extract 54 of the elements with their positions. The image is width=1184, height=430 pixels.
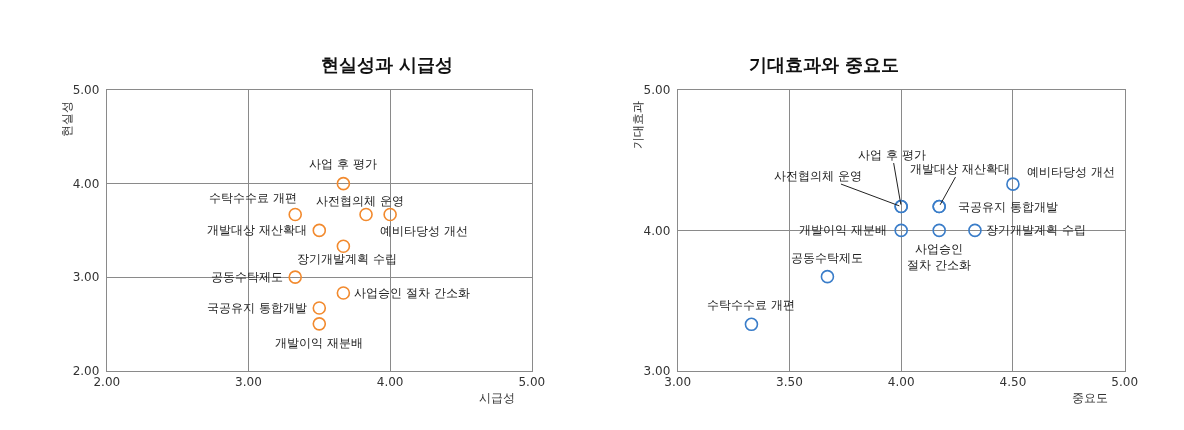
- point: [744, 317, 759, 332]
- point: [288, 270, 303, 284]
- series-label: 사업 후 평가: [309, 157, 377, 171]
- point: [820, 269, 835, 284]
- text: 개발대상 재산확대: [910, 162, 1010, 176]
- x-tick-label: 4.00: [376, 374, 404, 389]
- point: [336, 286, 351, 300]
- series-label: 개발대상 재산확대: [207, 223, 307, 237]
- y-axis-title: 현실성: [59, 100, 74, 137]
- point: [312, 301, 327, 315]
- series-label: 국공유지 통합개발: [958, 200, 1058, 214]
- series-label: 공동수탁제도: [211, 270, 283, 284]
- y-tick-label: 5.00: [643, 83, 671, 98]
- series-label: 장기개발계획 수립: [297, 252, 397, 266]
- x-tick-label: 3.50: [776, 374, 803, 389]
- point: [932, 223, 946, 238]
- y-tick-label: 4.00: [72, 176, 100, 191]
- x-tick-label: 4.00: [887, 374, 915, 389]
- x-tick-label: 3.00: [235, 374, 262, 389]
- series-label: 예비타당성 개선: [1027, 165, 1115, 179]
- point: [383, 207, 397, 222]
- series-label: 국공유지 통합개발: [207, 301, 307, 315]
- point: [288, 207, 303, 222]
- chart-title: 기대효과와 중요도: [749, 54, 900, 75]
- series-label: 사업승인 절차 간소화: [907, 242, 971, 272]
- x-axis-title: 중요도: [1072, 391, 1108, 405]
- series-label: 공동수탁제도: [791, 251, 863, 265]
- series-label: 사업승인 절차 간소화: [354, 286, 470, 300]
- x-axis-title: 시급성: [479, 391, 515, 405]
- x-tick-label: 5.00: [518, 374, 546, 389]
- x-tick-label: 5.00: [1111, 374, 1139, 389]
- series-label: 개발이익 재분배: [275, 336, 363, 350]
- x-tick-label: 4.50: [999, 374, 1027, 389]
- y-tick-label: 5.00: [72, 83, 100, 98]
- series-label: 개발이익 재분배: [799, 223, 887, 237]
- point: [968, 223, 982, 238]
- point: [336, 176, 351, 191]
- text: 사업 후 평가: [858, 148, 926, 162]
- y-tick-label: 4.00: [643, 223, 671, 238]
- point: [894, 223, 908, 238]
- chart-title: 현실성과 시급성: [321, 54, 454, 75]
- point: [359, 207, 373, 222]
- series-label: 장기개발계획 수립: [986, 223, 1086, 237]
- point: [312, 317, 327, 331]
- y-tick-label: 3.00: [72, 270, 100, 285]
- point: [336, 239, 351, 254]
- point: [1006, 177, 1020, 191]
- series-label: 예비타당성 개선: [380, 224, 468, 238]
- series-label: 수탁수수료 개편: [707, 298, 795, 312]
- series-label: 수탁수수료 개편: [209, 191, 297, 205]
- text: 사전협의체 운영: [774, 169, 862, 183]
- point: [312, 223, 327, 238]
- series-label: 사전협의체 운영: [316, 194, 404, 208]
- y-axis-title: 기대효과: [630, 100, 645, 149]
